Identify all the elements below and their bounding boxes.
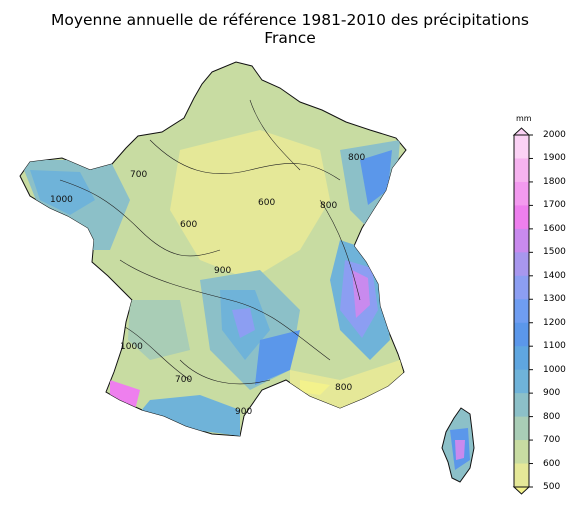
colorbar-band (514, 299, 529, 324)
colorbar-label: 2000 (543, 130, 566, 140)
colorbar-band (514, 181, 529, 206)
map-title-line1: Moyenne annuelle de référence 1981-2010 … (50, 11, 529, 29)
colorbar-label: 600 (543, 458, 561, 469)
contour-label: 900 (235, 407, 252, 417)
colorbar-label: 800 (543, 411, 561, 422)
contour-label: 700 (130, 170, 147, 180)
colorbar-top-arrow (512, 127, 531, 136)
colorbar-label: 1000 (543, 364, 566, 375)
contour-label: 900 (214, 266, 231, 276)
contour-label: 800 (348, 153, 365, 163)
colorbar-label: 900 (543, 388, 561, 399)
france-mainland (19, 61, 407, 437)
contour-label: 800 (335, 383, 352, 393)
contour-label: 700 (175, 375, 192, 385)
colorbar-label: 1500 (543, 247, 566, 258)
contour-label: 1000 (120, 342, 143, 352)
colorbar-label: 1700 (543, 200, 566, 211)
colorbar-band (514, 463, 529, 488)
contour-label: 1000 (50, 195, 73, 205)
corsica (441, 407, 475, 483)
colorbar-band (514, 369, 529, 394)
colorbar-band (514, 205, 529, 230)
colorbar-label: 1100 (543, 341, 566, 352)
colorbar-label: 1200 (543, 317, 566, 328)
colorbar-band (514, 252, 529, 277)
colorbar-band (514, 416, 529, 441)
colorbar-band (514, 158, 529, 183)
colorbar-label: 1800 (543, 176, 566, 187)
colorbar-label: 1600 (543, 223, 566, 234)
colorbar-label: 1300 (543, 294, 566, 305)
colorbar-bottom-arrow (512, 486, 531, 495)
contour-lines (59, 99, 361, 385)
colorbar-unit: mm (516, 114, 532, 123)
colorbar-bands (514, 135, 529, 488)
colorbar-ticks (529, 134, 533, 488)
colorbar-label: 700 (543, 435, 561, 446)
colorbar-band (514, 346, 529, 371)
colorbar-band (514, 228, 529, 253)
colorbar-band (514, 393, 529, 418)
map-title: Moyenne annuelle de référence 1981-2010 … (0, 11, 580, 47)
colorbar-band (514, 135, 529, 159)
contour-label: 800 (320, 201, 337, 211)
map-title-line2: France (264, 29, 316, 47)
contour-label: 600 (180, 220, 197, 230)
colorbar (512, 127, 533, 495)
colorbar-band (514, 440, 529, 465)
colorbar-label: 1400 (543, 270, 566, 281)
colorbar-label: 1900 (543, 153, 566, 164)
contour-value-labels: 700 1000 600 600 900 800 800 1000 700 80… (50, 153, 365, 417)
colorbar-band (514, 275, 529, 300)
colorbar-band (514, 322, 529, 347)
colorbar-label: 500 (543, 482, 561, 492)
contour-label: 600 (258, 198, 275, 208)
